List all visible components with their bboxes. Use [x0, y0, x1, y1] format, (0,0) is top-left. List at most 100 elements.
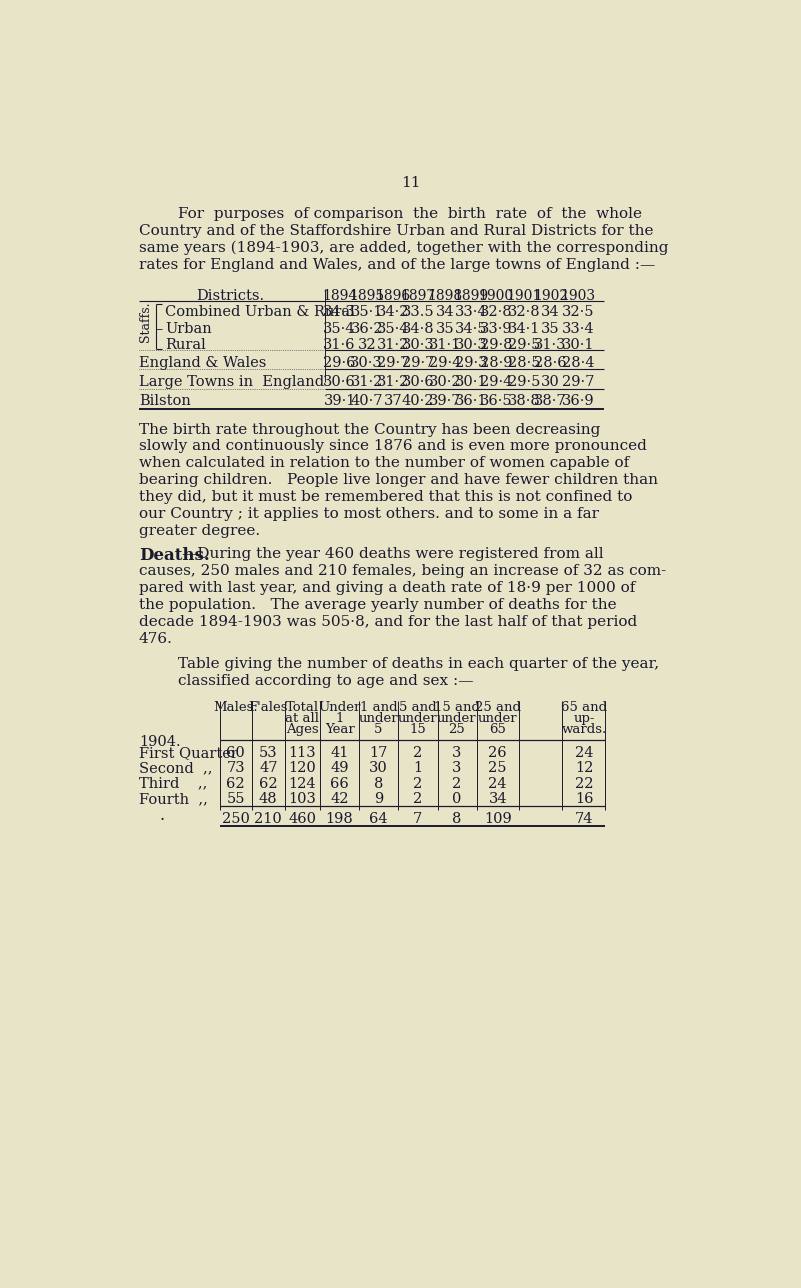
Text: 29·7: 29·7	[377, 355, 409, 370]
Text: 32·8: 32·8	[508, 305, 541, 319]
Text: 7: 7	[413, 813, 422, 826]
Text: 1896: 1896	[376, 289, 411, 303]
Text: 30·1: 30·1	[562, 337, 594, 352]
Text: 1: 1	[413, 761, 422, 775]
Text: 29·5: 29·5	[508, 375, 540, 389]
Text: 30·6: 30·6	[401, 375, 434, 389]
Text: 29·7: 29·7	[562, 375, 594, 389]
Text: Country and of the Staffordshire Urban and Rural Districts for the: Country and of the Staffordshire Urban a…	[139, 224, 654, 238]
Text: 34·8: 34·8	[401, 322, 434, 336]
Text: 2: 2	[413, 746, 422, 760]
Text: 25: 25	[489, 761, 507, 775]
Text: 1903: 1903	[561, 289, 596, 303]
Text: 22: 22	[575, 777, 594, 791]
Text: 28·5: 28·5	[508, 355, 541, 370]
Text: Males.: Males.	[213, 701, 258, 715]
Text: 1902: 1902	[533, 289, 568, 303]
Text: 40·2: 40·2	[401, 394, 434, 408]
Text: 53: 53	[259, 746, 278, 760]
Text: when calculated in relation to the number of women capable of: when calculated in relation to the numbe…	[139, 456, 629, 470]
Text: 30·3: 30·3	[401, 337, 434, 352]
Text: 120: 120	[288, 761, 316, 775]
Text: Year: Year	[324, 723, 355, 735]
Text: First Quarter: First Quarter	[139, 746, 238, 760]
Text: Table giving the number of deaths in each quarter of the year,: Table giving the number of deaths in eac…	[178, 657, 658, 671]
Text: 8: 8	[452, 813, 461, 826]
Text: 2: 2	[413, 777, 422, 791]
Text: our Country ; it applies to most others. and to some in a far: our Country ; it applies to most others.…	[139, 507, 599, 522]
Text: 35: 35	[436, 322, 454, 336]
Text: 36·2: 36·2	[350, 322, 383, 336]
Text: 1897: 1897	[400, 289, 436, 303]
Text: 31·2: 31·2	[351, 375, 383, 389]
Text: 47: 47	[259, 761, 278, 775]
Text: 103: 103	[288, 792, 316, 806]
Text: 1898: 1898	[428, 289, 462, 303]
Text: 33.5: 33.5	[401, 305, 434, 319]
Text: 37: 37	[384, 394, 402, 408]
Text: 32·8: 32·8	[480, 305, 513, 319]
Text: rates for England and Wales, and of the large towns of England :—: rates for England and Wales, and of the …	[139, 258, 655, 272]
Text: 1901: 1901	[506, 289, 541, 303]
Text: 476.: 476.	[139, 632, 173, 647]
Text: 42: 42	[330, 792, 349, 806]
Text: 73: 73	[227, 761, 245, 775]
Text: 15 and: 15 and	[433, 701, 480, 715]
Text: 34: 34	[489, 792, 507, 806]
Text: 36·1: 36·1	[455, 394, 488, 408]
Text: 1 and: 1 and	[360, 701, 397, 715]
Text: 30: 30	[541, 375, 560, 389]
Text: 33·9: 33·9	[480, 322, 513, 336]
Text: 30: 30	[369, 761, 388, 775]
Text: 24: 24	[575, 746, 594, 760]
Text: same years (1894-1903, are added, together with the corresponding: same years (1894-1903, are added, togeth…	[139, 241, 668, 255]
Text: classified according to age and sex :—: classified according to age and sex :—	[178, 674, 473, 688]
Text: under: under	[398, 712, 437, 725]
Text: 40·7: 40·7	[351, 394, 383, 408]
Text: up-: up-	[574, 712, 595, 725]
Text: 124: 124	[288, 777, 316, 791]
Text: 48: 48	[259, 792, 278, 806]
Text: 31·1: 31·1	[429, 337, 461, 352]
Text: they did, but it must be remembered that this is not confined to: they did, but it must be remembered that…	[139, 491, 632, 505]
Text: 39·7: 39·7	[429, 394, 461, 408]
Text: 29·5: 29·5	[508, 337, 540, 352]
Text: under: under	[437, 712, 477, 725]
Text: the population.   The average yearly number of deaths for the: the population. The average yearly numbe…	[139, 598, 617, 612]
Text: 30·2: 30·2	[429, 375, 461, 389]
Text: 38·8: 38·8	[508, 394, 541, 408]
Text: Bilston: Bilston	[139, 394, 191, 408]
Text: For  purposes  of comparison  the  birth  rate  of  the  whole: For purposes of comparison the birth rat…	[178, 207, 642, 222]
Text: Staffs.: Staffs.	[139, 301, 151, 341]
Text: 65 and: 65 and	[562, 701, 608, 715]
Text: 31·2: 31·2	[377, 337, 409, 352]
Text: Urban: Urban	[165, 322, 212, 336]
Text: 26: 26	[489, 746, 507, 760]
Text: 34·5: 34·5	[455, 322, 488, 336]
Text: 1899: 1899	[454, 289, 489, 303]
Text: 36·5: 36·5	[480, 394, 513, 408]
Text: 28·9: 28·9	[480, 355, 513, 370]
Text: 3: 3	[452, 761, 461, 775]
Text: 74: 74	[575, 813, 594, 826]
Text: 11: 11	[401, 176, 421, 191]
Text: F'ales: F'ales	[248, 701, 288, 715]
Text: 36·9: 36·9	[562, 394, 594, 408]
Text: Large Towns in  England: Large Towns in England	[139, 375, 324, 389]
Text: 34: 34	[436, 305, 454, 319]
Text: Deaths.: Deaths.	[139, 547, 210, 564]
Text: Total: Total	[286, 701, 319, 715]
Text: 31·6: 31·6	[324, 337, 356, 352]
Text: 460: 460	[288, 813, 316, 826]
Text: 25 and: 25 and	[475, 701, 521, 715]
Text: 62: 62	[227, 777, 245, 791]
Text: 31·3: 31·3	[534, 337, 566, 352]
Text: 39·1: 39·1	[324, 394, 356, 408]
Text: 25: 25	[449, 723, 465, 735]
Text: 17: 17	[369, 746, 388, 760]
Text: 2: 2	[452, 777, 461, 791]
Text: 60: 60	[227, 746, 245, 760]
Text: 109: 109	[484, 813, 512, 826]
Text: 28·4: 28·4	[562, 355, 594, 370]
Text: wards.: wards.	[562, 723, 607, 735]
